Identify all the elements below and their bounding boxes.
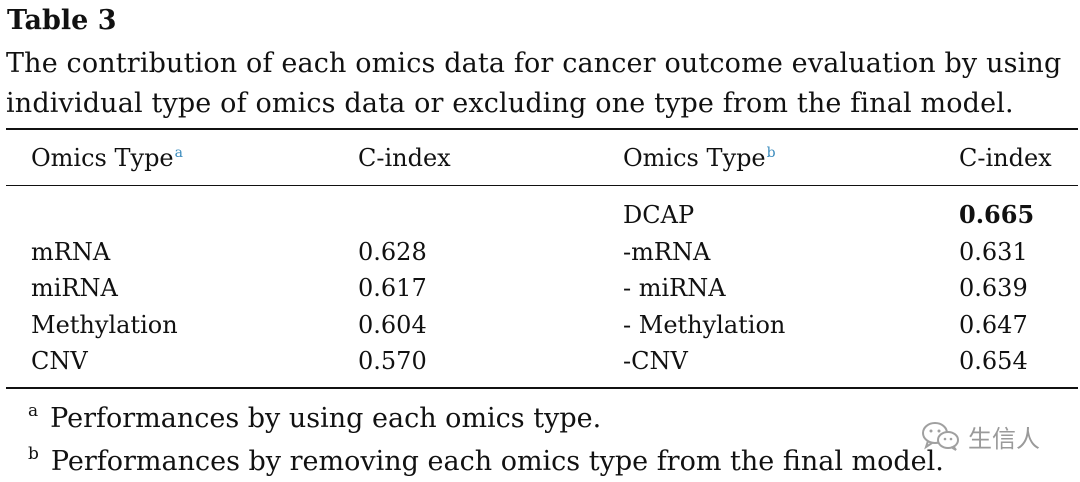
row-right-cindex: 0.639 [959,274,1028,302]
watermark-text: 生信人 [968,424,1040,453]
row-right-type: - miRNA [623,274,726,302]
footnote-ref-b[interactable]: b [766,145,776,161]
row-left-cindex: 0.604 [358,311,427,339]
row-right-type: -mRNA [623,238,711,266]
row-right-cindex: 0.647 [959,311,1028,339]
row-right-type: -CNV [623,347,688,375]
row-left-type: mRNA [31,238,111,266]
row-right-type: - Methylation [623,311,786,339]
row-right-cindex: 0.654 [959,347,1028,375]
footnote-b-text: Performances by removing each omics type… [50,446,944,477]
table-caption-text: The contribution of each omics data for … [6,48,1062,119]
table-header-rule [6,185,1078,186]
row-left-cindex: 0.617 [358,274,427,302]
footnote-ref-a[interactable]: a [174,145,183,161]
wechat-icon [922,422,959,451]
watermark: 生信人 [920,420,1040,453]
row-right-cindex: 0.665 [959,200,1035,229]
row-right-type: DCAP [623,201,695,229]
row-left-cindex: 0.628 [358,238,427,266]
footnote-mark-b: b [28,444,39,464]
row-left-cindex: 0.570 [358,347,427,375]
footnote-mark-a: a [28,401,39,421]
footnote-a: a Performances by using each omics type. [28,401,602,439]
row-left-type: Methylation [31,311,178,339]
table-bottom-rule [6,387,1078,389]
header-omics-type-left-label: Omics Type [31,144,174,172]
footnote-b: b Performances by removing each omics typ… [28,444,944,482]
table-caption-label: Table 3 [7,5,117,36]
header-omics-type-left: Omics Typea [31,143,183,173]
footnote-a-text: Performances by using each omics type. [50,403,602,434]
header-cindex-left: C-index [358,144,451,172]
header-cindex-right: C-index [959,144,1052,172]
row-left-type: CNV [31,347,88,375]
table-top-rule [6,128,1078,130]
row-right-cindex: 0.631 [959,238,1028,266]
header-omics-type-right: Omics Typeb [623,143,776,173]
header-omics-type-right-label: Omics Type [623,144,766,172]
row-left-type: miRNA [31,274,118,302]
